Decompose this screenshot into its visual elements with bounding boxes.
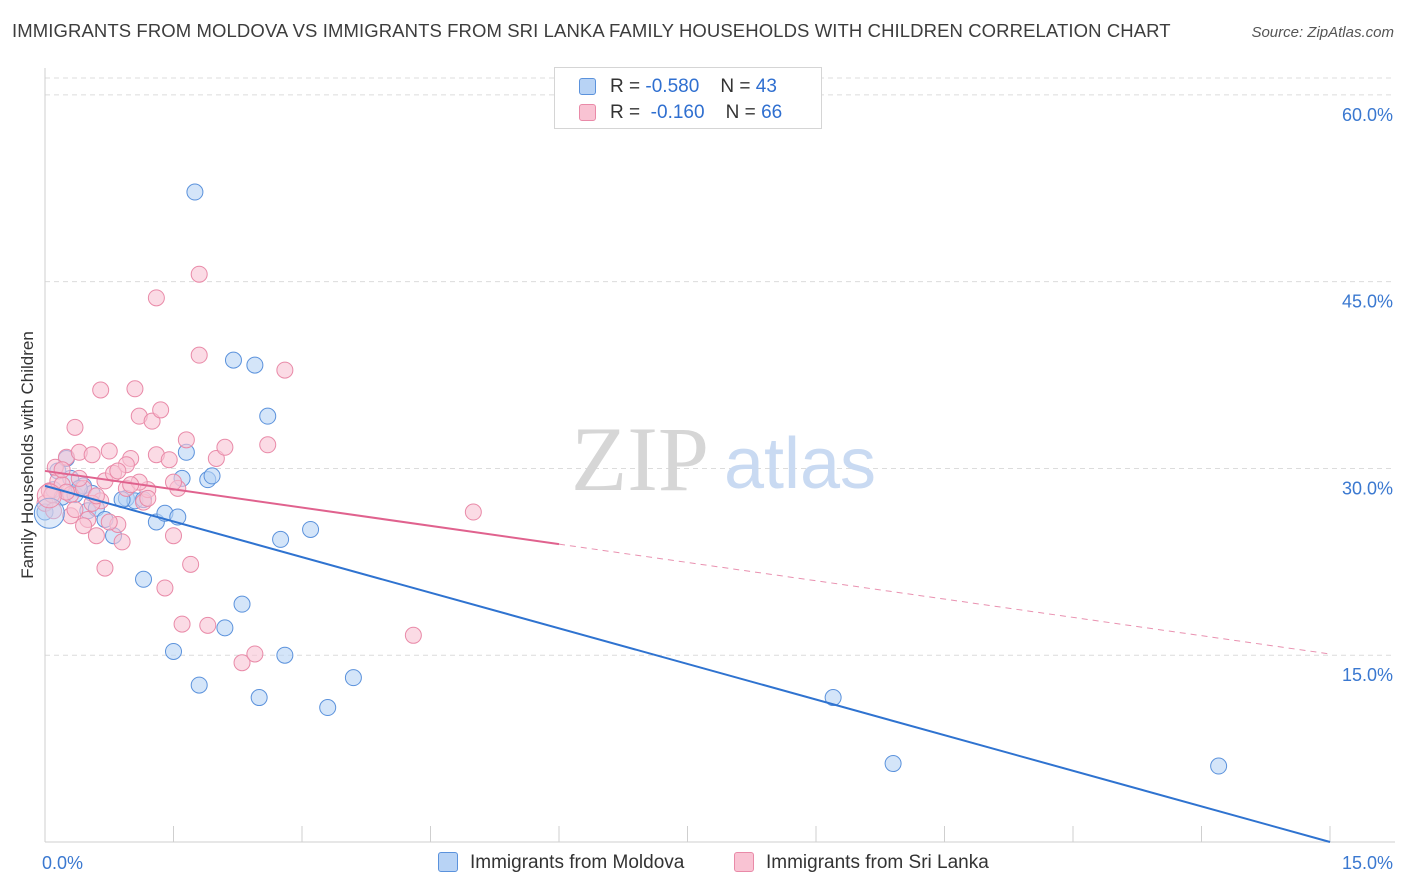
moldova-point-21 <box>186 183 204 201</box>
y-axis-label: Family Households with Children <box>18 331 37 579</box>
srilanka-point-15 <box>100 442 118 460</box>
y-tick-label-1: 30.0% <box>1342 478 1393 498</box>
legend-r-value-srilanka: -0.160 <box>650 102 705 123</box>
moldova-swatch <box>579 78 596 95</box>
legend-n-label-moldova: N = <box>720 76 751 97</box>
srilanka-point-43 <box>147 289 165 307</box>
srilanka-point-60 <box>100 513 118 531</box>
srilanka-point-7 <box>66 418 84 436</box>
srilanka-point-56 <box>139 489 157 507</box>
srilanka-point-35 <box>190 346 208 364</box>
srilanka-point-44 <box>190 265 208 283</box>
legend-row-srilanka: R = -0.160 N = 66 <box>579 102 782 124</box>
moldova-point-29 <box>135 570 153 588</box>
watermark: ZIP atlas <box>571 408 876 510</box>
bottom-legend-srilanka: Immigrants from Sri Lanka <box>734 852 989 874</box>
source-label: Source: ZipAtlas.com <box>1251 24 1394 41</box>
moldova-point-28 <box>302 520 320 538</box>
srilanka-point-21 <box>126 380 144 398</box>
moldova-point-37 <box>319 699 337 717</box>
srilanka-point-50 <box>75 517 93 535</box>
chart-title: IMMIGRANTS FROM MOLDOVA VS IMMIGRANTS FR… <box>12 20 1171 41</box>
watermark-atlas: atlas <box>724 424 876 504</box>
srilanka-point-34 <box>182 555 200 573</box>
legend-n-label-srilanka: N = <box>725 102 756 123</box>
points-layer <box>33 183 1228 775</box>
srilanka-point-28 <box>156 579 174 597</box>
moldova-point-26 <box>259 407 277 425</box>
bottom-legend-srilanka-swatch <box>734 852 754 872</box>
y-tick-label-0: 15.0% <box>1342 665 1393 685</box>
watermark-zip: ZIP <box>571 408 709 510</box>
srilanka-point-25 <box>143 412 161 430</box>
moldova-point-33 <box>276 646 294 664</box>
srilanka-point-54 <box>109 462 127 480</box>
moldova-point-35 <box>250 689 268 707</box>
y-tick-label-3: 60.0% <box>1342 105 1393 125</box>
y-tick-label-2: 45.0% <box>1342 292 1393 312</box>
srilanka-point-64 <box>53 461 71 479</box>
srilanka-point-39 <box>233 654 251 672</box>
srilanka-point-42 <box>276 361 294 379</box>
moldova-point-25 <box>246 356 264 374</box>
legend-r-value-moldova: -0.580 <box>645 76 700 97</box>
srilanka-point-46 <box>96 559 114 577</box>
srilanka-trend-line <box>44 469 560 546</box>
x-tick-label-left: 0.0% <box>42 853 83 873</box>
correlation-legend: R = -0.580 N = 43 R = -0.160 N = 66 <box>554 67 822 129</box>
srilanka-trend-line-extension <box>558 543 1331 655</box>
moldova-point-27 <box>272 530 290 548</box>
legend-row-moldova: R = -0.580 N = 43 <box>579 76 777 98</box>
srilanka-point-41 <box>259 436 277 454</box>
srilanka-point-27 <box>152 401 170 419</box>
moldova-point-31 <box>216 619 234 637</box>
srilanka-point-63 <box>464 503 482 521</box>
moldova-point-23 <box>203 467 221 485</box>
srilanka-point-40 <box>246 645 264 663</box>
axis-layer <box>44 68 1395 843</box>
legend-n-value-srilanka: 66 <box>761 102 783 123</box>
legend-r-label-srilanka: R = <box>610 102 641 123</box>
srilanka-point-30 <box>165 527 182 545</box>
srilanka-point-cluster <box>36 483 62 509</box>
srilanka-point-29 <box>160 451 178 469</box>
srilanka-point-36 <box>199 616 217 634</box>
legend-n-value-moldova: 43 <box>755 76 777 97</box>
moldova-point-40 <box>1210 757 1228 775</box>
x-tick-label-right: 15.0% <box>1342 853 1393 873</box>
legend-r-label-moldova: R = <box>610 76 641 97</box>
srilanka-point-45 <box>92 381 110 399</box>
srilanka-swatch <box>579 104 596 121</box>
srilanka-point-33 <box>177 431 195 449</box>
tick-label-layer: 15.0% 30.0% 45.0% 60.0% 0.0% 15.0% <box>42 105 1393 873</box>
bottom-legend-moldova-label: Immigrants from Moldova <box>470 852 685 873</box>
moldova-point-36 <box>344 669 362 687</box>
trend-layer <box>44 469 1331 843</box>
srilanka-point-12 <box>87 527 105 545</box>
moldova-point-38 <box>824 689 842 707</box>
srilanka-point-62 <box>404 626 422 644</box>
srilanka-point-32 <box>173 615 191 633</box>
srilanka-point-18 <box>113 533 131 551</box>
moldova-point-32 <box>165 642 182 660</box>
srilanka-point-38 <box>216 438 234 456</box>
moldova-point-39 <box>884 755 902 773</box>
moldova-point-30 <box>233 595 251 613</box>
bottom-legend-srilanka-label: Immigrants from Sri Lanka <box>766 852 989 873</box>
srilanka-point-59 <box>66 501 84 519</box>
moldova-point-34 <box>190 676 208 694</box>
moldova-trend-line <box>44 484 1331 843</box>
srilanka-point-11 <box>83 446 101 464</box>
moldova-point-24 <box>224 351 242 369</box>
bottom-legend-moldova-swatch <box>438 852 458 872</box>
bottom-legend-moldova: Immigrants from Moldova <box>438 852 684 874</box>
srilanka-point-37 <box>207 449 225 467</box>
srilanka-point-57 <box>70 469 88 487</box>
